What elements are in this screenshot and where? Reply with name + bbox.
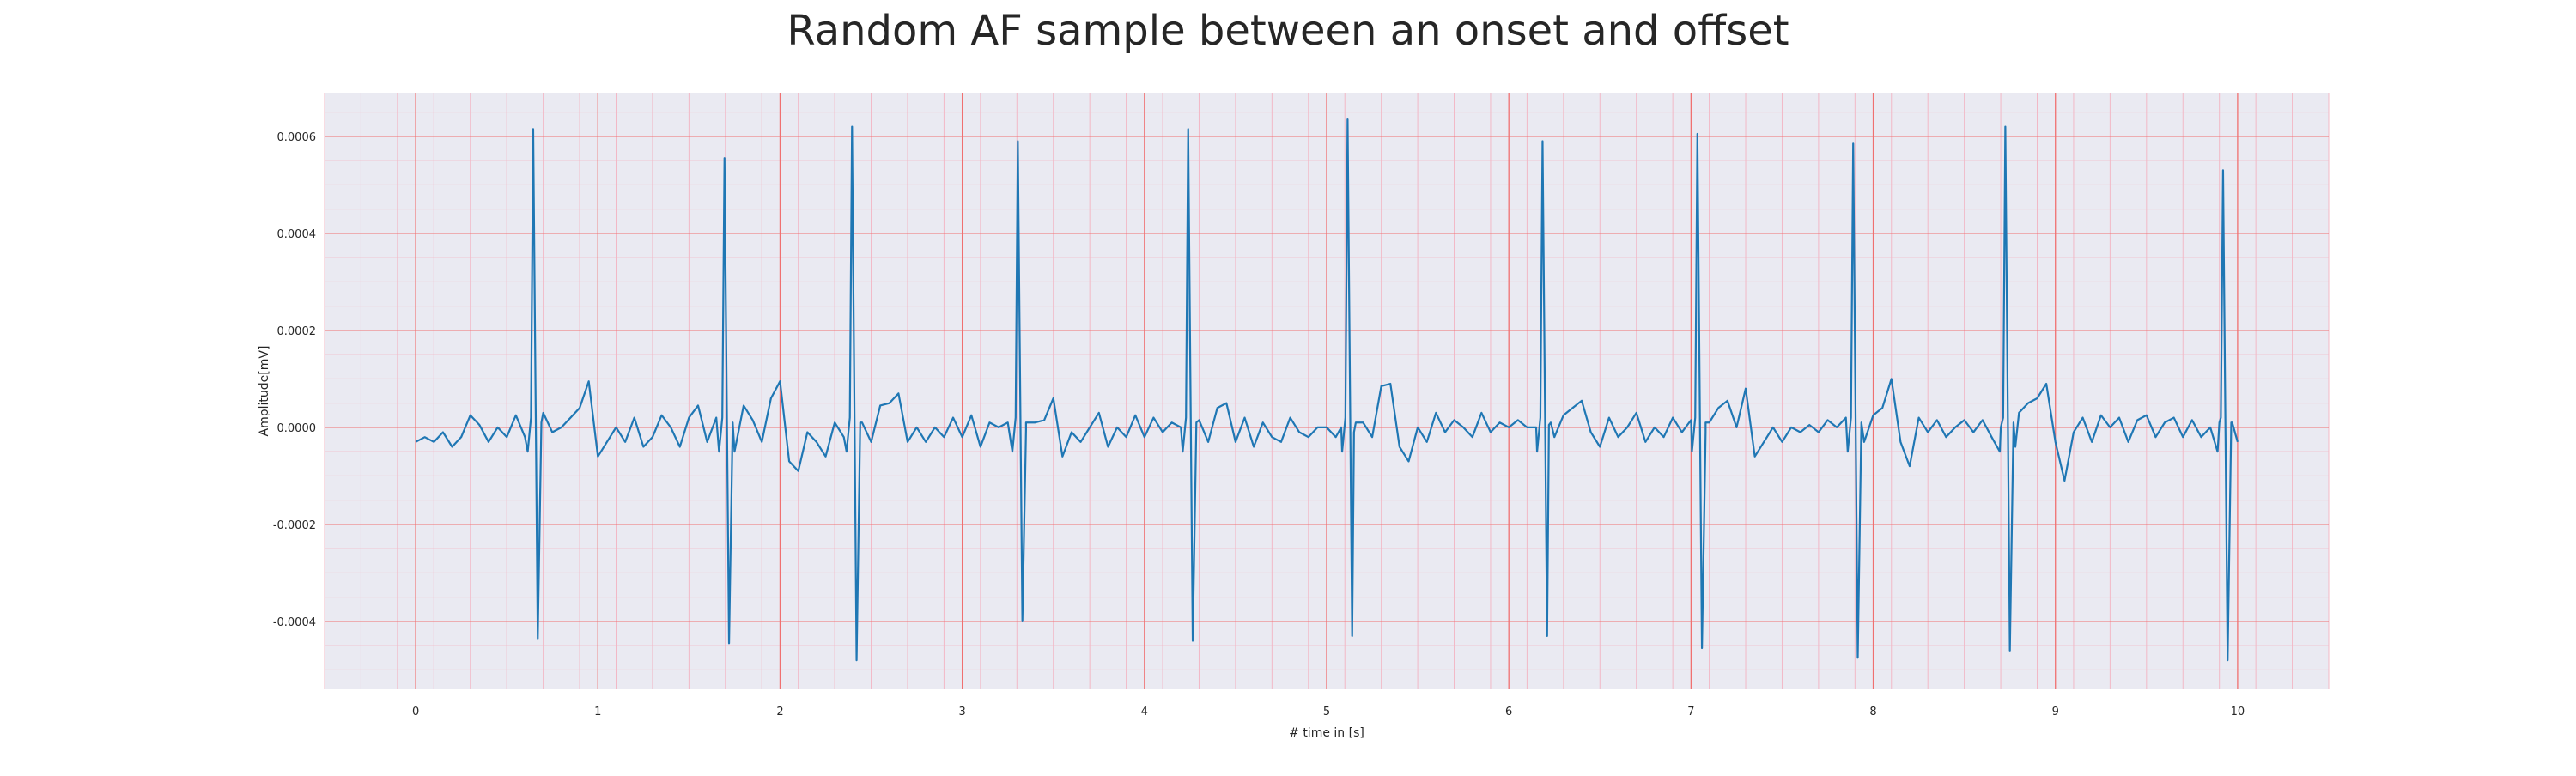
y-tick-label: 0.0004	[277, 228, 317, 241]
x-tick-label: 8	[1869, 706, 1876, 718]
y-tick-label: 0.0006	[277, 131, 317, 144]
x-tick-label: 6	[1505, 706, 1512, 718]
x-tick-label: 0	[412, 706, 419, 718]
x-axis-ticks: 0 1 2 3 4 5 6 7 8 9 10	[412, 706, 2245, 718]
x-tick-label: 10	[2231, 706, 2245, 718]
y-tick-label: -0.0004	[273, 616, 316, 629]
chart-title: Random AF sample between an onset and of…	[0, 7, 2576, 55]
x-tick-label: 7	[1687, 706, 1694, 718]
y-tick-label: 0.0000	[277, 422, 317, 435]
y-tick-label: -0.0002	[273, 519, 316, 532]
x-tick-label: 2	[776, 706, 783, 718]
x-tick-label: 5	[1323, 706, 1330, 718]
x-tick-label: 3	[958, 706, 965, 718]
x-axis-label: # time in [s]	[1289, 726, 1364, 740]
y-axis-label: Amplitude[mV]	[258, 346, 271, 437]
x-tick-label: 1	[594, 706, 601, 718]
x-tick-label: 4	[1141, 706, 1148, 718]
x-tick-label: 9	[2052, 706, 2059, 718]
y-tick-label: 0.0002	[277, 325, 317, 338]
y-axis-ticks: -0.0004 -0.0002 0.0000 0.0002 0.0004 0.0006	[273, 131, 316, 629]
